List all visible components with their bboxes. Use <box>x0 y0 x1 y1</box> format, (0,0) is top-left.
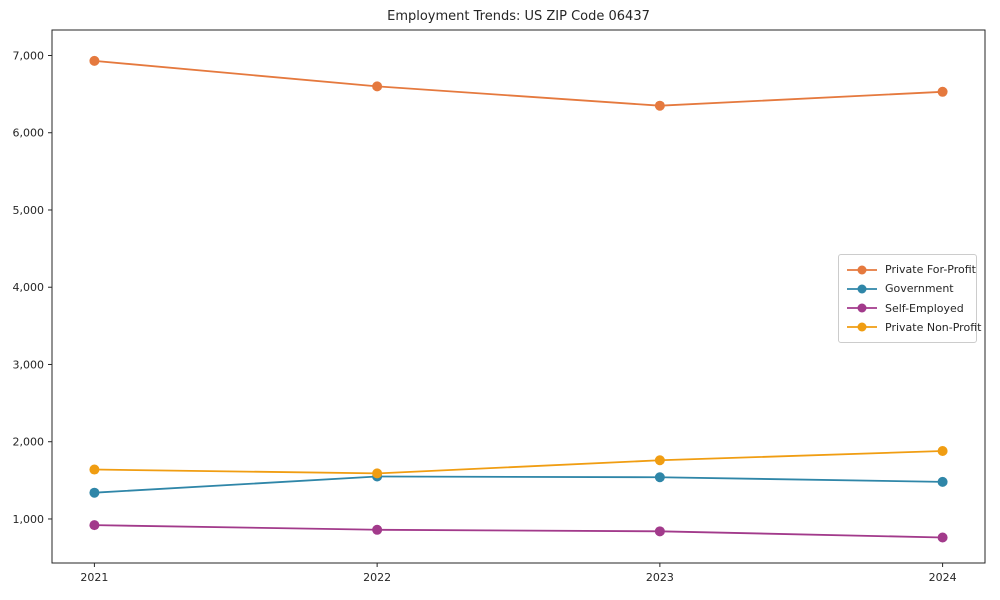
legend-item-government: Government <box>847 279 968 298</box>
chart-title: Employment Trends: US ZIP Code 06437 <box>387 9 650 24</box>
series-line-government <box>93 475 944 494</box>
data-point-private-for-profit-2023 <box>654 100 665 111</box>
legend-label: Self-Employed <box>885 301 964 315</box>
data-point-private-for-profit-2024 <box>937 86 948 97</box>
legend-item-private-non-profit: Private Non-Profit <box>847 318 981 337</box>
series-line-private-non-profit <box>93 450 944 475</box>
data-point-government-2021 <box>89 487 100 498</box>
data-point-private-non-profit-2022 <box>372 468 383 479</box>
legend-item-self-employed: Self-Employed <box>847 299 968 318</box>
y-tick-label: 7,000 <box>13 49 45 62</box>
legend-line-marker-icon <box>847 265 877 275</box>
data-point-private-non-profit-2021 <box>89 464 100 475</box>
data-point-private-for-profit-2021 <box>89 55 100 66</box>
x-tick-label: 2023 <box>646 571 674 584</box>
data-point-self-employed-2022 <box>372 524 383 535</box>
y-tick-label: 5,000 <box>13 204 45 217</box>
x-tick-label: 2022 <box>363 571 391 584</box>
series-line-self-employed <box>93 524 944 539</box>
legend: Private For-Profit Government Self-Employe… <box>838 254 981 343</box>
legend-label: Private Non-Profit <box>885 320 982 334</box>
y-tick-label: 6,000 <box>13 127 45 140</box>
y-tick-label: 2,000 <box>13 436 45 449</box>
data-point-private-for-profit-2022 <box>372 81 383 92</box>
data-point-self-employed-2023 <box>654 526 665 537</box>
y-tick-label: 4,000 <box>13 281 45 294</box>
data-point-private-non-profit-2024 <box>937 445 948 456</box>
legend-line-marker-icon <box>847 303 877 313</box>
legend-item-private-for-profit: Private For-Profit <box>847 260 976 279</box>
x-tick-label: 2021 <box>80 571 108 584</box>
data-point-government-2024 <box>937 476 948 487</box>
data-point-self-employed-2021 <box>89 520 100 531</box>
data-point-self-employed-2024 <box>937 532 948 543</box>
data-point-private-non-profit-2023 <box>654 455 665 466</box>
y-tick-label: 3,000 <box>13 358 45 371</box>
data-point-government-2023 <box>654 472 665 483</box>
legend-label: Private For-Profit <box>885 263 976 277</box>
legend-line-marker-icon <box>847 284 877 294</box>
legend-line-marker-icon <box>847 322 877 332</box>
y-tick-label: 1,000 <box>13 513 45 526</box>
axes-spines <box>51 29 986 564</box>
series-line-private-for-profit <box>93 59 944 107</box>
x-tick-label: 2024 <box>929 571 957 584</box>
legend-label: Government <box>885 282 954 296</box>
